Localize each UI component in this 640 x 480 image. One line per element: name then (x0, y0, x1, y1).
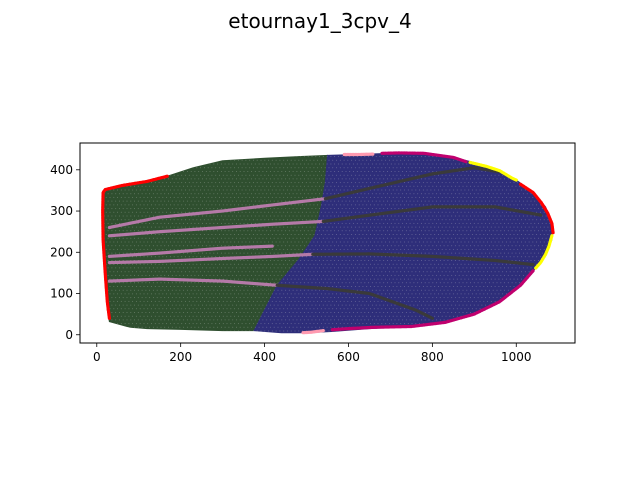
axes-frame (79, 142, 576, 344)
x-tick-label: 0 (93, 350, 101, 364)
vein-7 (107, 277, 279, 287)
vein-5 (107, 252, 315, 265)
vein-3 (321, 205, 544, 223)
y-tick-label: 300 (50, 204, 73, 218)
chart-title: etournay1_3cpv_4 (228, 9, 411, 33)
vein-4 (107, 244, 275, 258)
x-tick-label: 400 (253, 350, 276, 364)
vein-1 (323, 166, 502, 201)
y-tick-label: 0 (65, 328, 73, 342)
x-tick-label: 200 (169, 350, 192, 364)
vein-2 (107, 219, 325, 238)
y-tick-label: 400 (50, 163, 73, 177)
margin-segment-6 (330, 269, 535, 332)
margin-segment-5 (533, 234, 554, 271)
y-axis: 0 100 200 300 400 (50, 163, 80, 342)
x-tick-label: 1000 (501, 350, 532, 364)
margin-segment-7 (300, 329, 325, 335)
margin-segment-0 (101, 174, 170, 320)
x-axis: 0 200 400 600 800 1000 (93, 343, 532, 364)
margin-segment-2 (380, 151, 468, 164)
vein-8 (275, 283, 434, 320)
vein-0 (107, 197, 327, 230)
margin-segment-4 (518, 182, 555, 236)
x-tick-label: 600 (337, 350, 360, 364)
x-tick-label: 800 (421, 350, 444, 364)
vein-6 (311, 252, 535, 267)
y-tick-label: 100 (50, 287, 73, 301)
plot-area (101, 151, 555, 335)
y-tick-label: 200 (50, 245, 73, 259)
margin-segment-3 (468, 160, 518, 182)
